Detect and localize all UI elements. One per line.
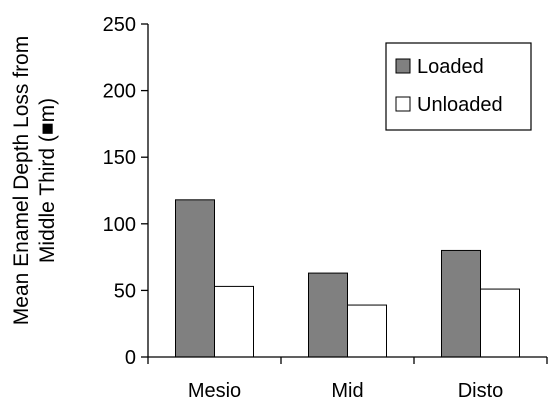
legend-label-unloaded: Unloaded [417,94,503,116]
y-tick-label: 100 [103,214,136,236]
y-axis-title: Mean Enamel Depth Loss from Middle Third … [10,36,59,325]
legend-swatch-unloaded [395,96,411,112]
bar-loaded-mid [308,272,348,358]
y-tick-label: 0 [125,347,136,369]
y-tick-label: 50 [114,280,136,302]
legend-box [385,42,532,131]
y-axis-label: Mean Enamel Depth Loss from Middle Third … [10,36,59,325]
y-tick-label: 200 [103,81,136,103]
x-tick-label: Disto [458,380,504,402]
x-tick-label: Mid [331,380,363,402]
y-axis-label-line: Mean Enamel Depth Loss from [10,36,33,325]
bar-loaded-disto [441,249,481,358]
y-tick-label: 150 [103,147,136,169]
bar-unloaded-disto [480,288,520,358]
y-axis-label-line: Middle Third (■m) [36,98,59,263]
bar-unloaded-mesio [214,285,254,358]
legend: Loaded Unloaded [385,42,532,131]
x-tick-label: Mesio [188,380,241,402]
bar-loaded-mesio [175,199,215,358]
y-tick-label: 250 [103,14,136,36]
legend-swatch-loaded [395,58,411,74]
x-axis-ticks: Mesio Mid Disto [147,357,548,402]
legend-label-loaded: Loaded [417,56,484,78]
bars [175,199,520,358]
bar-unloaded-mid [347,304,387,358]
y-axis-ticks: 0 50 100 150 200 250 [103,14,148,369]
axes [147,24,547,358]
